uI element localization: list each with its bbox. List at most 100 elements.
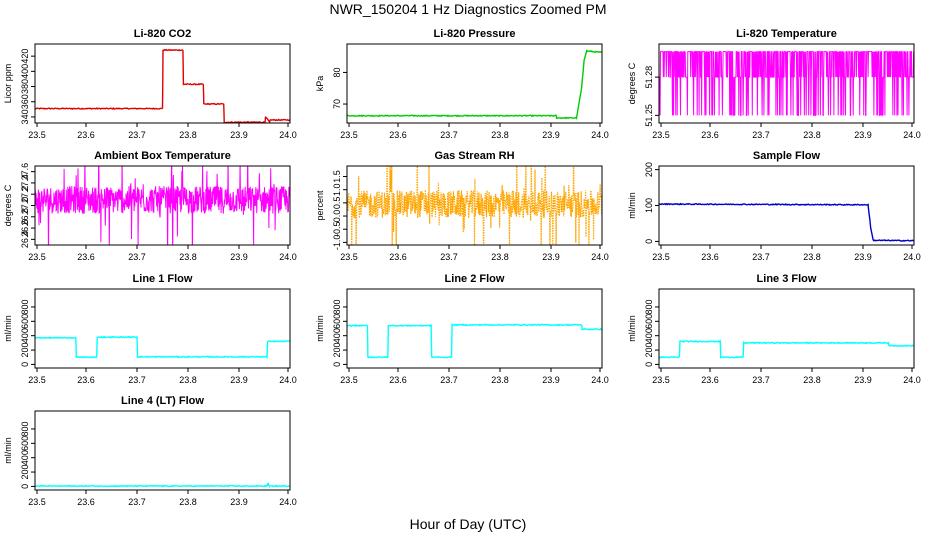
- x-tick-label: 23.7: [752, 130, 770, 140]
- figure-title: NWR_150204 1 Hz Diagnostics Zoomed PM: [329, 1, 607, 17]
- plot-frame: [658, 288, 915, 369]
- panel-title: Line 4 (LT) Flow: [121, 395, 204, 407]
- x-tick-label: 23.5: [340, 252, 358, 262]
- plot-frame: [346, 165, 603, 246]
- x-tick-label: 23.6: [389, 375, 407, 385]
- y-tick-label: 27.0: [20, 197, 30, 215]
- x-tick-label: 24.0: [591, 375, 609, 385]
- y-axis-label: Licor ppm: [3, 64, 13, 104]
- y-tick-label: 80: [332, 67, 342, 77]
- panel-9: Line 4 (LT) Flow ml/min 23.5 23.6 23.7 23.8 23…: [3, 395, 297, 507]
- x-tick-label: 23.6: [389, 130, 407, 140]
- panel-title: Li-820 CO2: [134, 28, 191, 40]
- y-axis-label: degrees C: [627, 62, 637, 104]
- series: [35, 482, 290, 489]
- y-tick-label: 400: [20, 328, 30, 343]
- panel-7: Line 2 Flow ml/min 23.5 23.6 23.7 23.8 23.9 24.…: [315, 273, 609, 385]
- x-tick-label: 23.7: [440, 375, 458, 385]
- y-tick-label: 600: [20, 314, 30, 329]
- x-tick-label: 24.0: [903, 375, 921, 385]
- y-tick-label: 27.2: [20, 185, 30, 203]
- y-tick-label: 380: [20, 79, 30, 94]
- y-tick-label: 800: [20, 421, 30, 436]
- y-tick-label: 400: [20, 450, 30, 465]
- x-tick-label: 23.8: [491, 130, 509, 140]
- x-tick-label: 23.9: [854, 375, 872, 385]
- x-tick-label: 23.8: [803, 130, 821, 140]
- x-tick-label: 23.9: [542, 375, 560, 385]
- series: [347, 49, 602, 120]
- x-tick-label: 23.6: [701, 252, 719, 262]
- x-tick-label: 23.8: [491, 252, 509, 262]
- x-tick-label: 23.7: [440, 130, 458, 140]
- x-tick-label: 23.5: [340, 130, 358, 140]
- y-tick-label: 26.6: [20, 219, 30, 237]
- y-tick-label: 600: [644, 314, 654, 329]
- panel-8: Line 3 Flow ml/min 23.5 23.6 23.7 23.8 23.9 24.…: [627, 273, 921, 385]
- y-tick-label: 360: [20, 94, 30, 109]
- y-tick-label: 420: [20, 49, 30, 64]
- panel-0: Li-820 CO2 Licor ppm 23.5 23.6 23.7 23.8 23.9 2…: [3, 28, 297, 140]
- x-tick-label: 23.7: [128, 497, 146, 507]
- plot-frame: [346, 43, 603, 124]
- y-tick-label: 0: [20, 362, 30, 367]
- y-tick-label: 200: [644, 343, 654, 358]
- series-line: [35, 166, 290, 245]
- y-tick-label: 600: [20, 436, 30, 451]
- series-line: [347, 49, 602, 120]
- x-tick-label: 23.6: [77, 252, 95, 262]
- x-axis-title: Hour of Day (UTC): [409, 516, 527, 532]
- panel-title: Li-820 Temperature: [736, 28, 837, 40]
- series: [659, 339, 914, 359]
- x-tick-label: 23.6: [77, 130, 95, 140]
- x-tick-label: 23.6: [701, 375, 719, 385]
- x-tick-label: 23.9: [230, 252, 248, 262]
- series-line: [35, 48, 290, 123]
- x-tick-label: 24.0: [903, 130, 921, 140]
- x-tick-label: 23.5: [28, 252, 46, 262]
- series-line: [35, 335, 290, 359]
- y-tick-label: 27.4: [20, 174, 30, 192]
- y-tick-label: 400: [20, 64, 30, 79]
- y-tick-label: 0: [644, 362, 654, 367]
- panel-title: Line 3 Flow: [757, 273, 817, 285]
- x-tick-label: 23.7: [128, 130, 146, 140]
- series: [35, 166, 290, 245]
- x-tick-label: 23.9: [230, 497, 248, 507]
- y-tick-label: 26.8: [20, 208, 30, 226]
- series: [347, 166, 602, 245]
- panel-title: Line 1 Flow: [133, 273, 193, 285]
- x-tick-label: 23.7: [752, 375, 770, 385]
- x-tick-label: 24.0: [279, 375, 297, 385]
- y-tick-label: 1.5: [332, 170, 342, 183]
- y-tick-label: 26.4: [20, 231, 30, 249]
- y-tick-label: 200: [332, 343, 342, 358]
- x-tick-label: 23.5: [652, 375, 670, 385]
- y-tick-label: -1.0: [332, 235, 342, 251]
- x-tick-label: 23.6: [77, 375, 95, 385]
- x-tick-label: 24.0: [279, 252, 297, 262]
- y-axis-label: kPa: [315, 76, 325, 92]
- x-tick-label: 23.8: [179, 130, 197, 140]
- x-tick-label: 24.0: [591, 252, 609, 262]
- y-tick-label: 51.28: [644, 66, 654, 89]
- x-tick-label: 23.5: [28, 497, 46, 507]
- y-tick-label: 0: [332, 362, 342, 367]
- x-tick-label: 23.5: [652, 130, 670, 140]
- panel-title: Ambient Box Temperature: [94, 150, 231, 162]
- x-tick-label: 24.0: [903, 252, 921, 262]
- x-tick-label: 23.9: [542, 252, 560, 262]
- series: [659, 51, 914, 116]
- y-tick-label: 0: [644, 239, 654, 244]
- panel-title: Li-820 Pressure: [434, 28, 516, 40]
- plot-frame: [658, 43, 915, 124]
- series-line: [35, 482, 290, 489]
- x-tick-label: 23.5: [652, 252, 670, 262]
- y-axis-label: ml/min: [627, 192, 637, 219]
- y-tick-label: 600: [332, 314, 342, 329]
- plot-frame: [34, 288, 291, 369]
- x-tick-label: 23.9: [230, 130, 248, 140]
- series-line: [659, 202, 914, 242]
